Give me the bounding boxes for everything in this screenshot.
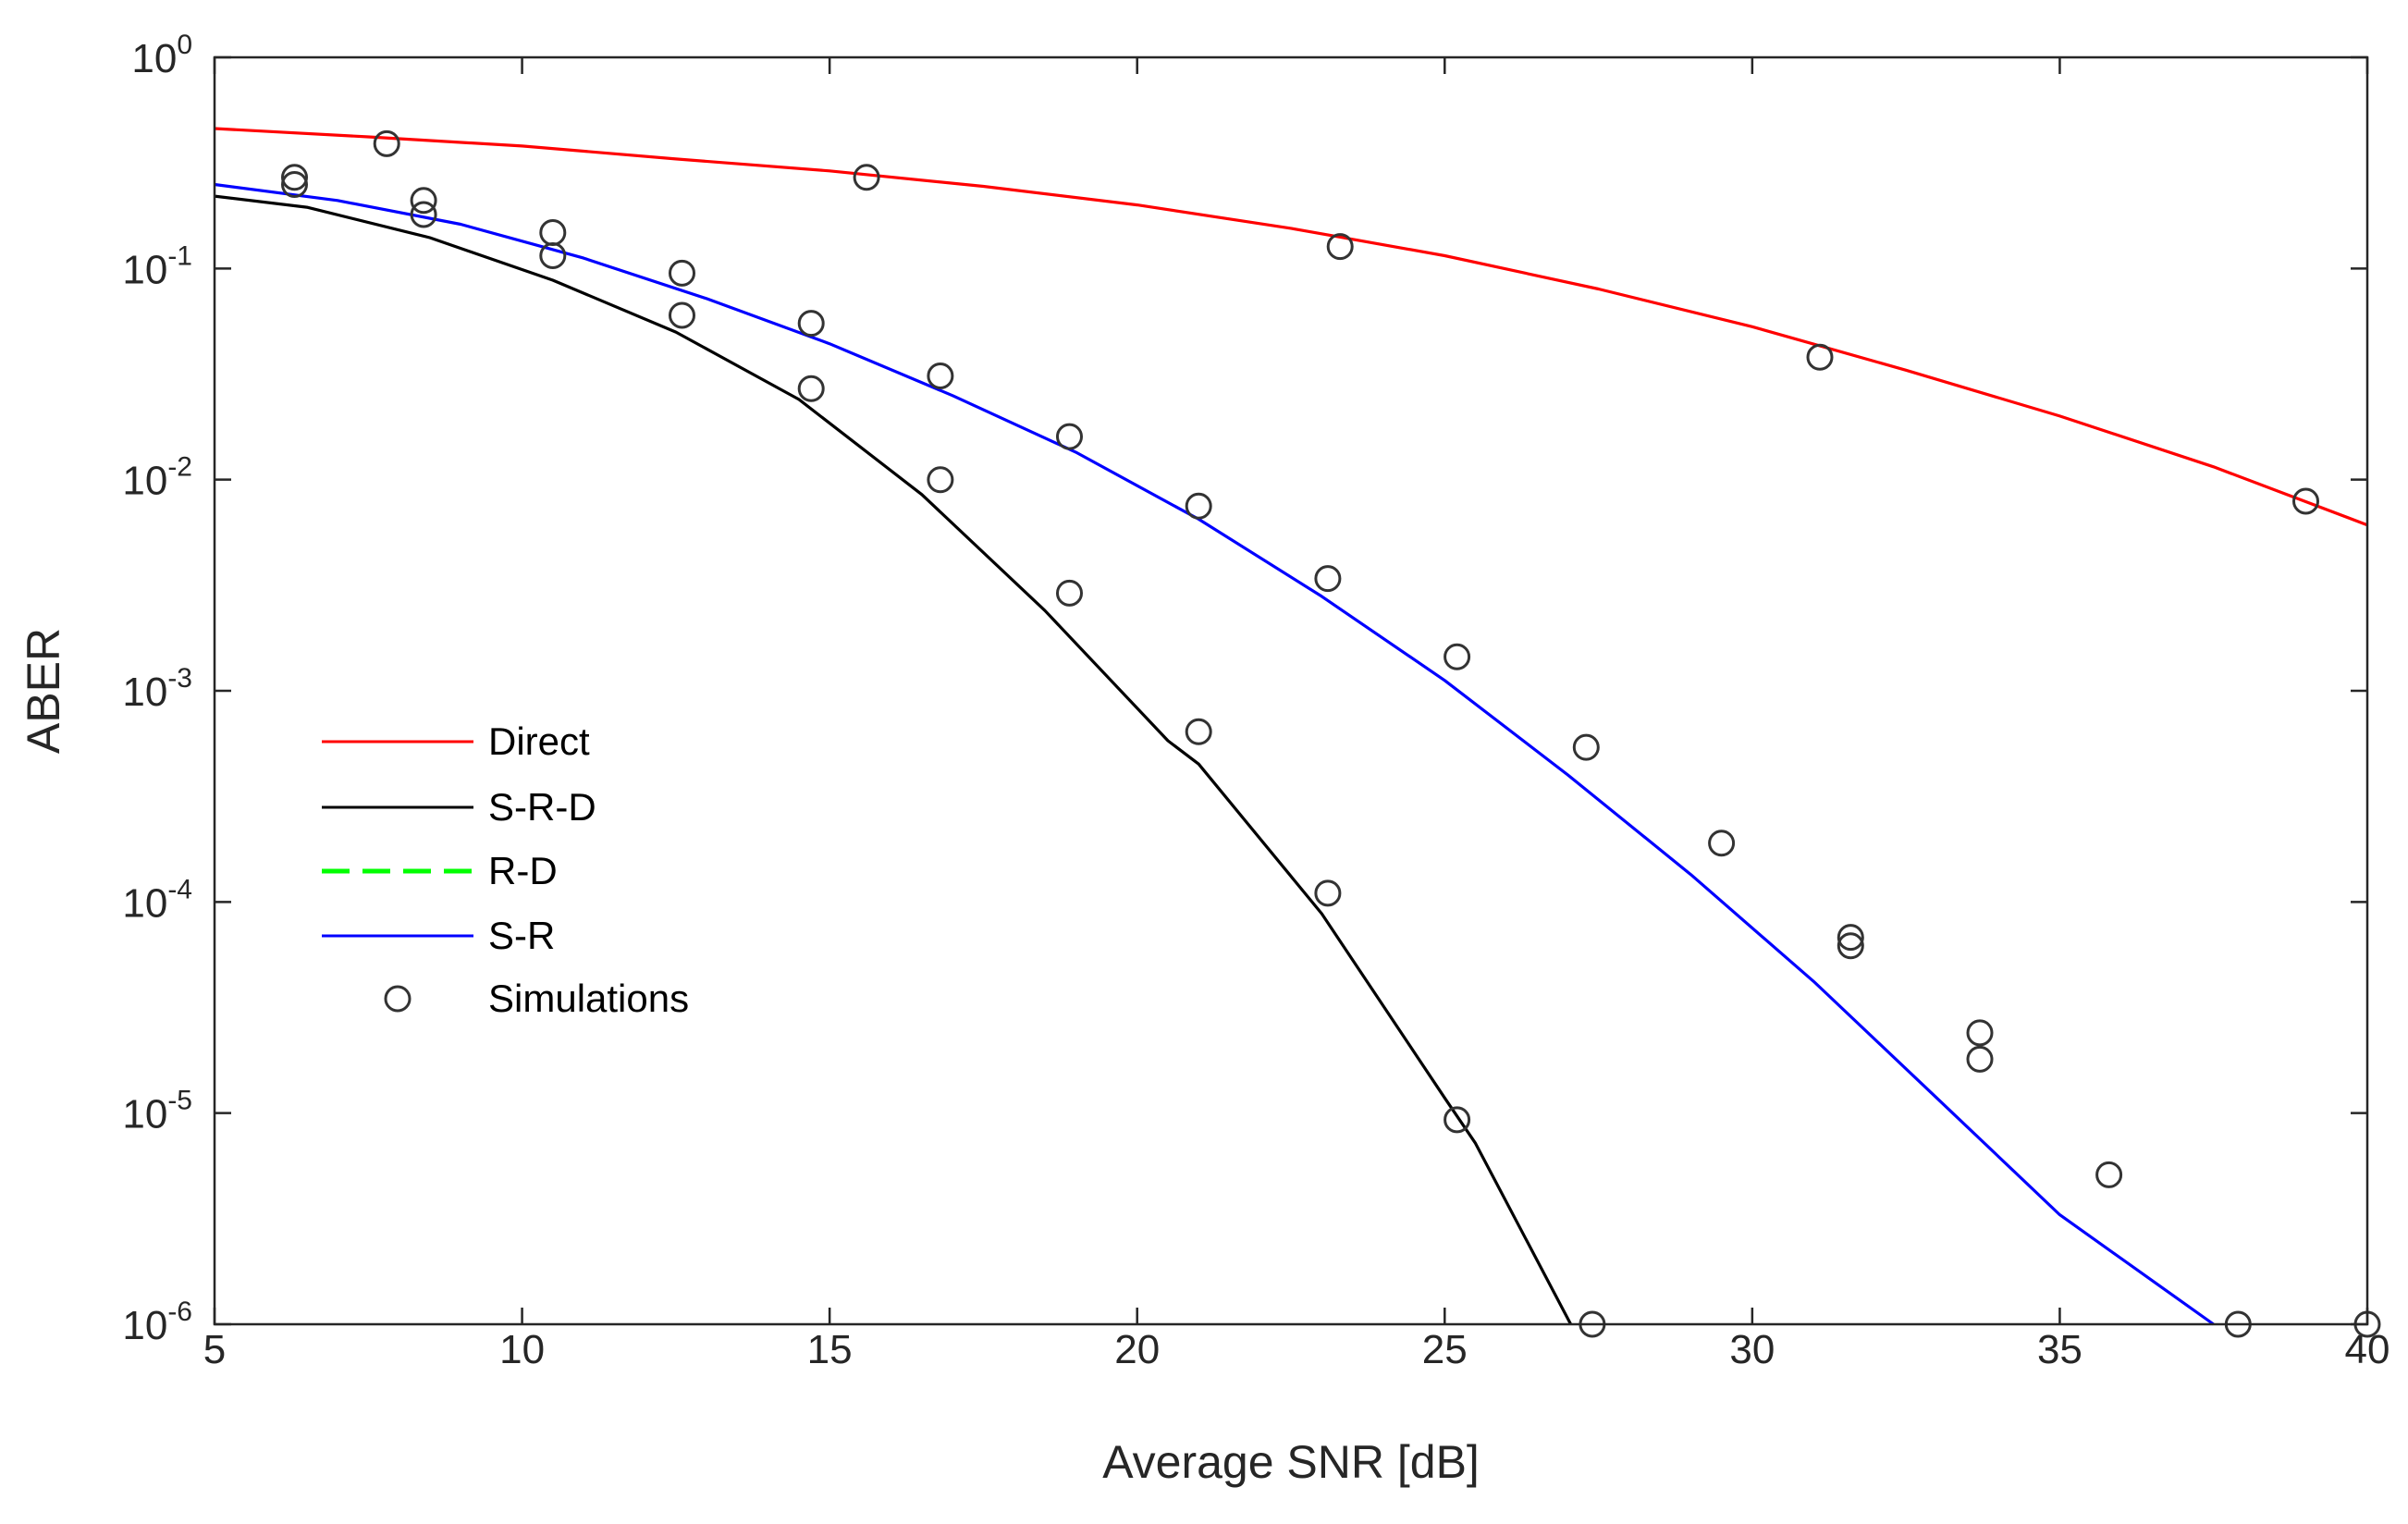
simulation-point	[1572, 733, 1600, 761]
simulation-point	[1966, 1045, 1994, 1073]
y-tick-label: 10-5	[122, 1086, 192, 1137]
simulation-point	[797, 375, 825, 402]
simulation-point	[1056, 579, 1083, 607]
simulation-point	[669, 301, 695, 329]
simulation-point	[539, 242, 567, 269]
x-tick-label: 5	[203, 1327, 226, 1372]
simulation-point	[281, 164, 308, 191]
y-tick-label: 10-6	[122, 1297, 192, 1348]
x-tick-label: 40	[2345, 1327, 2390, 1372]
y-axis-label: ABER	[18, 628, 69, 754]
simulation-point	[1314, 565, 1342, 593]
x-tick-labels: 5 10 15 20 25 30 35 40	[203, 1327, 2390, 1372]
y-tick-label: 10-2	[122, 452, 192, 504]
simulation-point	[669, 259, 695, 287]
simulation-point	[853, 164, 880, 191]
simulation-point	[1185, 718, 1212, 745]
legend-label-s-r: S-R	[488, 914, 555, 957]
y-tick-label: 10-4	[122, 874, 192, 926]
simulation-point	[1444, 643, 1471, 670]
axis-ticks	[213, 55, 2369, 1326]
legend-label-r-d: R-D	[488, 849, 558, 892]
legend-swatch-simulations	[384, 985, 412, 1013]
y-tick-labels: 100 10-1 10-2 10-3 10-4 10-5 10-6	[122, 30, 192, 1348]
y-tick-label: 10-1	[122, 240, 192, 292]
simulation-point	[797, 310, 825, 338]
legend-label-simulations: Simulations	[488, 977, 689, 1020]
simulation-point	[927, 466, 954, 494]
simulation-point	[1326, 233, 1354, 261]
legend-label-s-r-d: S-R-D	[488, 785, 596, 829]
simulation-point	[410, 187, 437, 215]
x-tick-label: 30	[1729, 1327, 1775, 1372]
legend-label-direct: Direct	[488, 719, 590, 763]
simulation-point	[1444, 1106, 1471, 1134]
simulation-point	[927, 363, 954, 389]
simulation-point	[2095, 1161, 2123, 1188]
plot-background	[215, 57, 2367, 1324]
legend: Direct S-R-D R-D S-R Simulations	[322, 719, 689, 1020]
x-tick-label: 35	[2037, 1327, 2082, 1372]
y-tick-label: 10-3	[122, 663, 192, 715]
simulation-point	[410, 201, 437, 228]
simulation-point	[1708, 830, 1736, 857]
x-tick-label: 25	[1422, 1327, 1468, 1372]
x-tick-label: 20	[1114, 1327, 1160, 1372]
series-line-s-r-d	[214, 194, 1573, 1325]
series-line-direct	[214, 127, 2368, 527]
simulation-point	[373, 129, 400, 157]
simulation-point	[1966, 1019, 1994, 1047]
x-tick-label: 15	[807, 1327, 853, 1372]
simulation-point	[1185, 492, 1212, 520]
x-axis-label: Average SNR [dB]	[1102, 1436, 1480, 1488]
simulation-markers	[281, 129, 2381, 1338]
simulation-point	[1056, 423, 1083, 450]
simulation-point	[1806, 343, 1834, 371]
x-tick-label: 10	[499, 1327, 545, 1372]
simulation-point	[1314, 879, 1342, 907]
y-tick-label: 100	[131, 30, 192, 81]
simulation-point	[281, 171, 308, 198]
simulation-point	[1837, 932, 1864, 960]
simulation-point	[1837, 924, 1864, 952]
simulation-point	[2292, 487, 2319, 515]
